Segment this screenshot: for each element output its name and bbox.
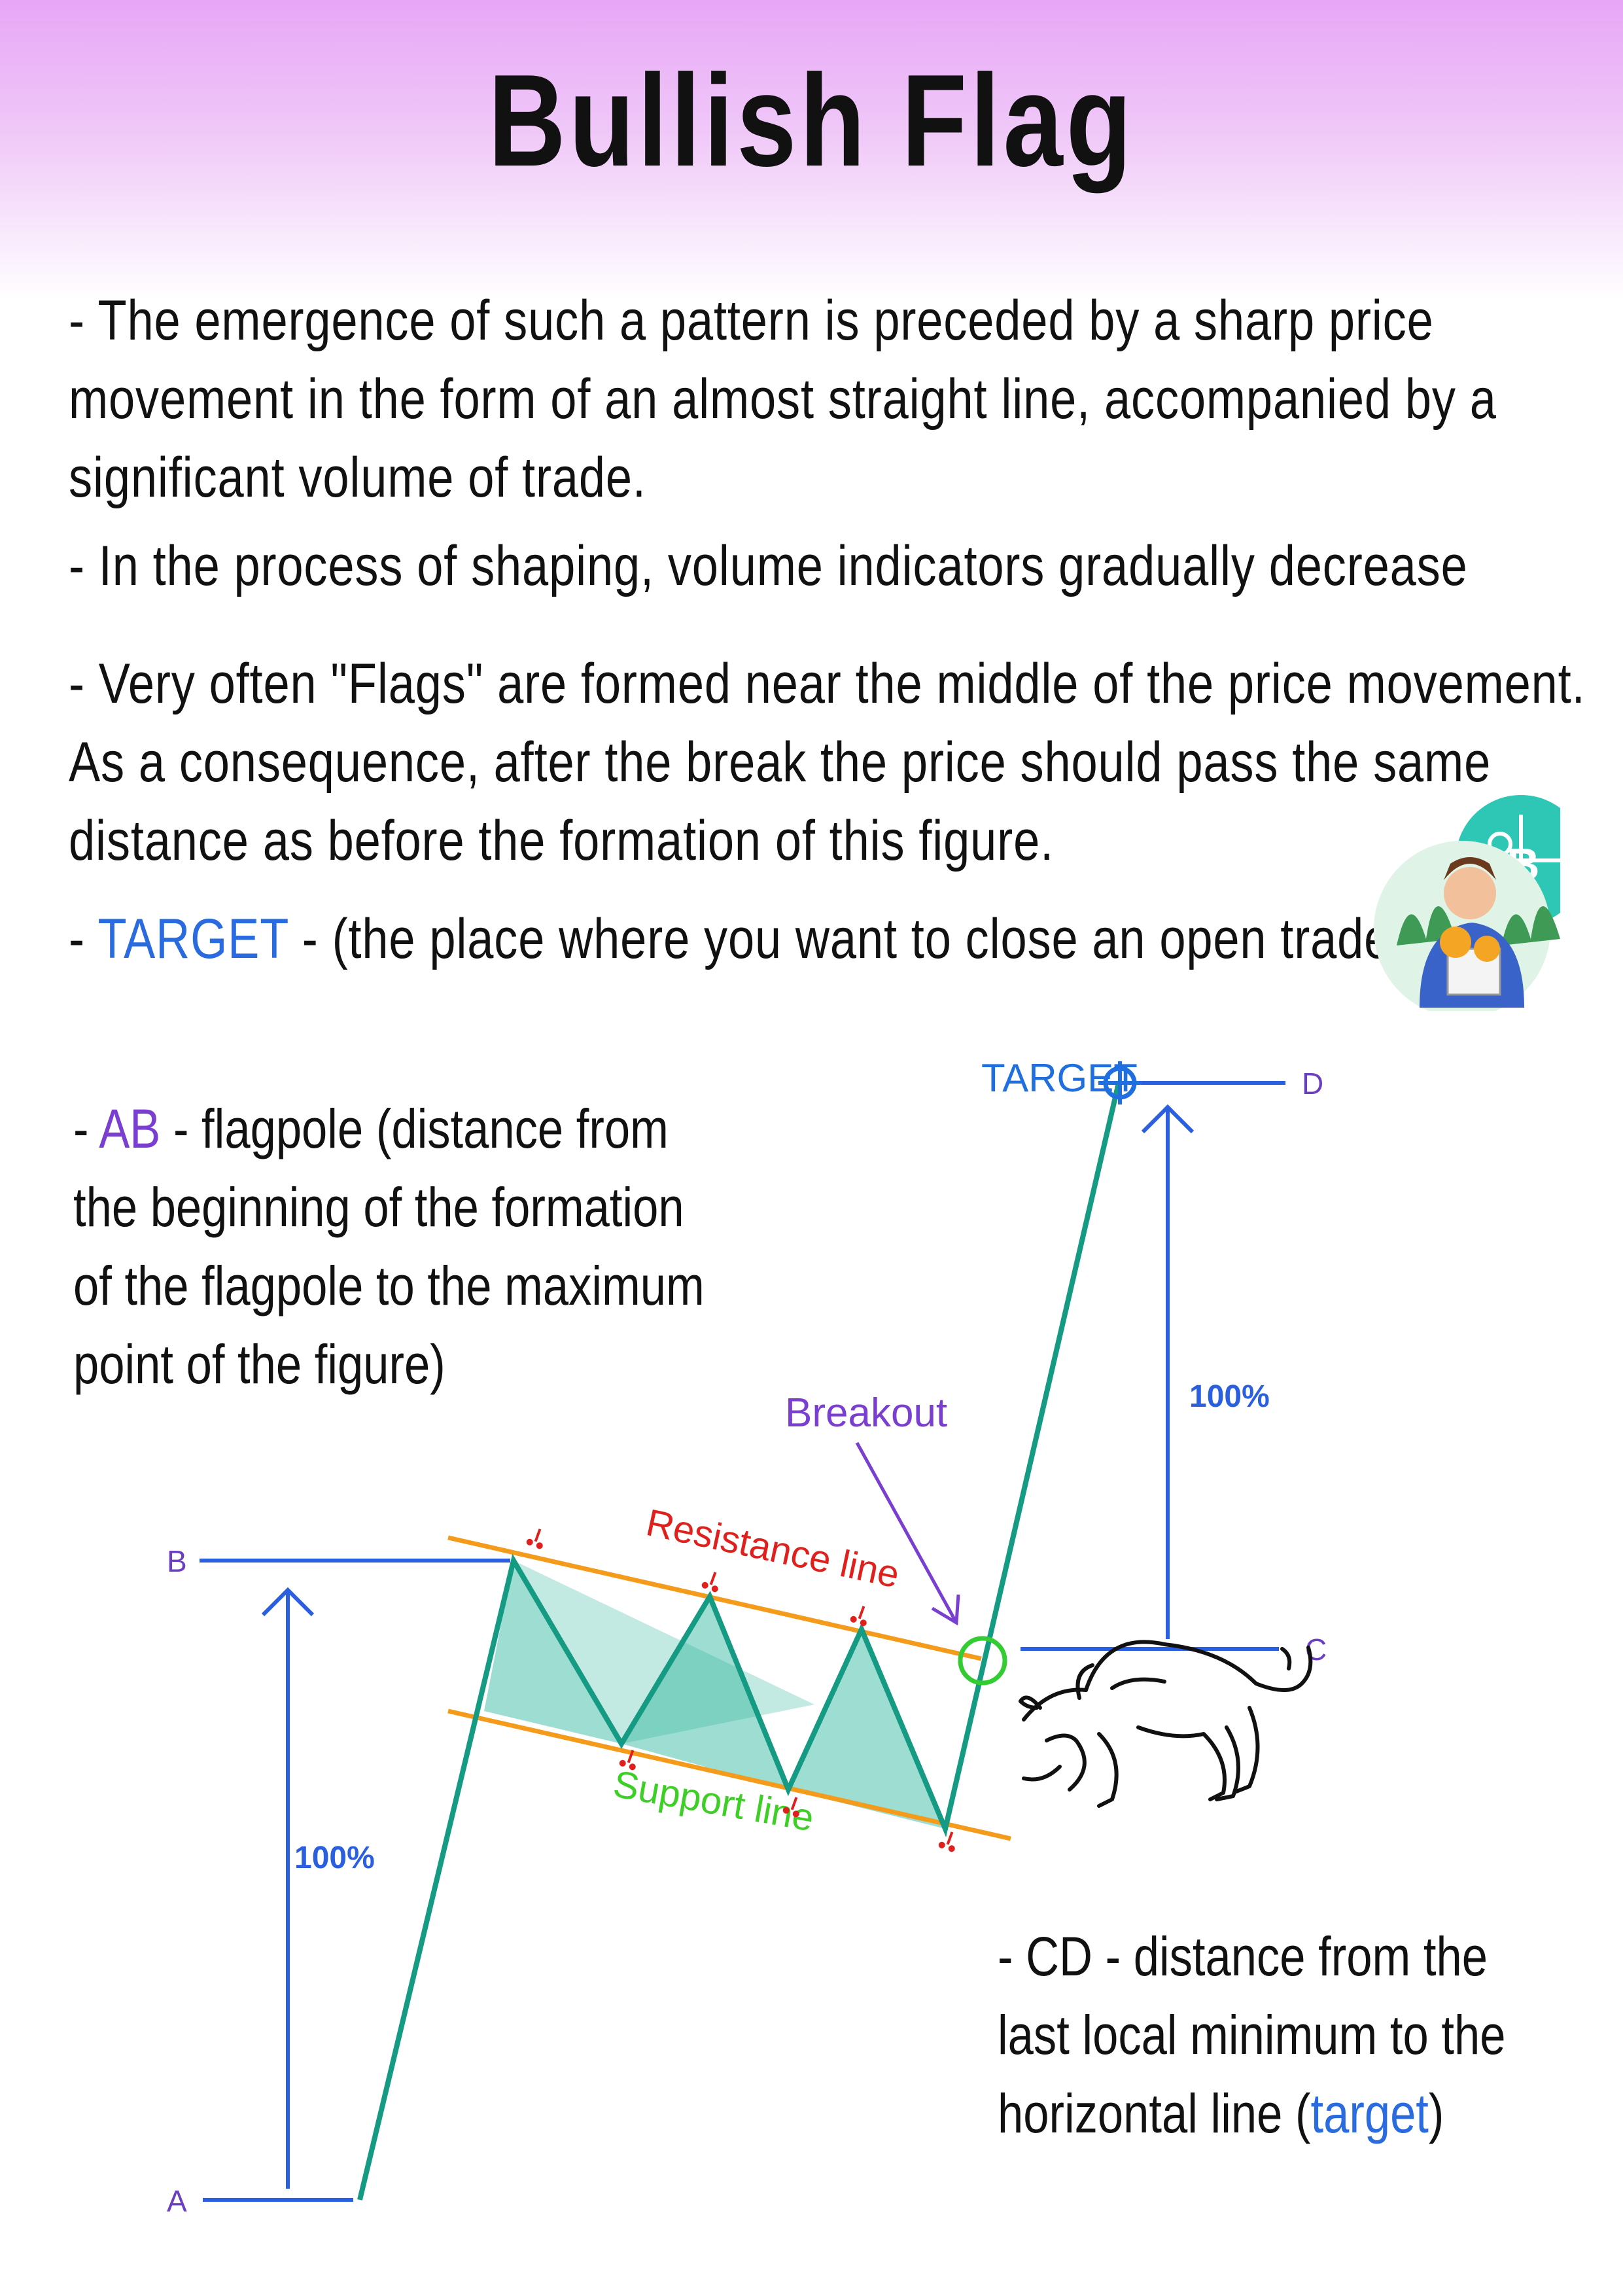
pct-ab-label: 100% <box>294 1841 375 1875</box>
pct-cd-label: 100% <box>1189 1379 1270 1414</box>
support-label: Support line <box>610 1763 817 1840</box>
cd-note-line-3-suffix: ) <box>1428 2083 1444 2144</box>
cd-note-line-1: - CD - distance from the <box>998 1926 1488 1987</box>
bullet-4-target: TARGET <box>97 908 288 970</box>
breakout-arrow-head <box>931 1594 960 1626</box>
page-title: Bullish Flag <box>488 48 1135 194</box>
scissors-marker-icon <box>526 1528 955 1852</box>
point-a-label: A <box>167 2184 187 2218</box>
bullish-flag-diagram: A B C D 100% 100% TARGET Breakout Resist… <box>167 1056 1327 2218</box>
ab-note-line-4: point of the figure) <box>73 1333 445 1395</box>
point-d-label: D <box>1302 1067 1323 1101</box>
flag-fill-2 <box>484 1561 621 1744</box>
target-crosshair-icon <box>1098 1061 1142 1104</box>
ab-note-ab: AB <box>99 1098 161 1159</box>
breakout-circle <box>958 1636 1007 1686</box>
ab-note-line-2: the beginning of the formation <box>73 1176 684 1238</box>
resistance-label: Resistance line <box>642 1501 903 1596</box>
bullet-4-rest: - (the place where you want to close an … <box>288 908 1408 970</box>
bullet-2: - In the process of shaping, volume indi… <box>69 535 1468 597</box>
bitcoin-investor-icon: B <box>1374 795 1560 1011</box>
bullet-4-prefix: - <box>69 908 98 970</box>
flag-fill-1 <box>514 1561 814 1744</box>
bullet-3-line-2: As a consequence, after the break the pr… <box>69 731 1492 794</box>
support-line <box>447 1708 1011 1841</box>
bull-icon <box>1019 1640 1313 1808</box>
bullet-1-line-1: - The emergence of such a pattern is pre… <box>69 289 1434 352</box>
cd-note-line-3-prefix: horizontal line ( <box>998 2083 1311 2144</box>
cd-note-target: target <box>1310 2083 1429 2144</box>
bullet-1-line-2: movement in the form of an almost straig… <box>69 368 1497 431</box>
arrow-cd-head <box>1141 1104 1195 1134</box>
flag-fill-3 <box>621 1597 788 1790</box>
breakout-label: Breakout <box>785 1390 947 1436</box>
header-background <box>0 0 1623 301</box>
ab-note-line-1: - AB - flagpole (distance from <box>73 1089 669 1168</box>
price-path <box>357 1082 1121 2200</box>
cd-note-line-3: horizontal line (target) <box>998 2074 1444 2153</box>
cd-note-line-2: last local minimum to the <box>998 2004 1506 2066</box>
resistance-line <box>447 1535 982 1661</box>
breakout-arrow <box>855 1441 958 1624</box>
target-label: TARGET <box>981 1056 1138 1100</box>
bullet-3-line-3: distance as before the formation of this… <box>69 809 1055 872</box>
bullet-1-line-3: significant volume of trade. <box>69 446 646 509</box>
flag-fill-4 <box>788 1629 945 1829</box>
bullet-4: - TARGET - (the place where you want to … <box>69 900 1406 978</box>
ab-note-line-3: of the flagpole to the maximum <box>73 1255 705 1316</box>
arrow-ab-head <box>261 1587 315 1617</box>
ab-note-prefix: - <box>73 1098 99 1159</box>
ab-note-line-1-rest: - flagpole (distance from <box>160 1098 669 1159</box>
bullet-3-line-1: - Very often "Flags" are formed near the… <box>69 652 1586 715</box>
point-b-label: B <box>167 1544 187 1578</box>
